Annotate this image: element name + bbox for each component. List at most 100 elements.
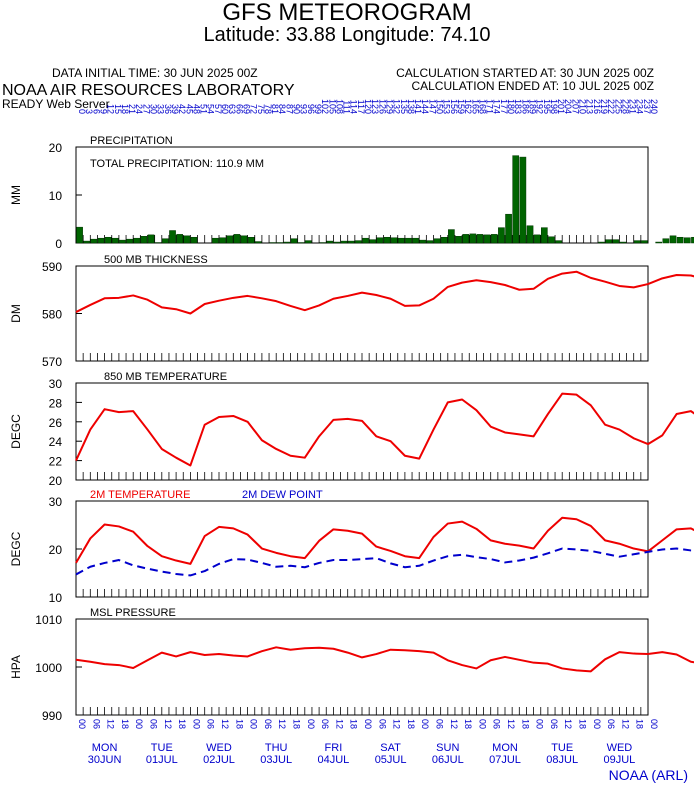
top-hour-label: 24 (134, 104, 144, 114)
top-hour-label: 234 (635, 99, 645, 114)
bottom-hour-label: 12 (506, 719, 516, 729)
day-of-week-label: WED (206, 742, 232, 754)
precip-bar (691, 236, 694, 244)
date-label: 06JUL (432, 754, 464, 766)
panel-frame (75, 618, 649, 716)
bottom-hour-label: 00 (592, 719, 602, 729)
top-hour-label: 90 (292, 104, 302, 114)
precip-bar (326, 240, 334, 244)
bottom-hour-label: 06 (206, 719, 216, 729)
top-hour-label: 78 (263, 104, 273, 114)
y-tick-label: 20 (49, 474, 63, 488)
day-of-week-label: THU (265, 742, 288, 754)
bottom-hour-label: 18 (406, 719, 416, 729)
precip-bar (383, 236, 391, 244)
precip-bar (455, 236, 462, 244)
precip-bar (633, 240, 641, 244)
top-hour-label: 240 (649, 99, 659, 114)
date-label: 09JUL (604, 754, 636, 766)
precip-bar (676, 236, 684, 244)
top-hour-label: 84 (277, 104, 287, 114)
top-hour-label: 129 (384, 99, 394, 114)
top-hour-label: 18 (120, 104, 130, 114)
bottom-hour-label: 18 (177, 719, 187, 729)
bottom-hour-label: 18 (520, 719, 530, 729)
top-hour-label: 42 (177, 104, 187, 114)
day-of-week-label: FRI (325, 742, 343, 754)
precip-bar (333, 241, 341, 244)
top-hour-label: 228 (620, 99, 630, 114)
top-hour-label: 57 (213, 104, 223, 114)
bottom-hour-label: 12 (106, 719, 116, 729)
date-label: 08JUL (546, 754, 578, 766)
top-hour-label: 108 (334, 99, 344, 114)
top-hour-label: 105 (327, 99, 337, 114)
panel-3: 20 22 24 26 28 30 DEGC 850 MB TEMPERATURE (9, 371, 694, 488)
precip-bar (498, 227, 505, 244)
bottom-hour-label: 00 (420, 719, 430, 729)
day-of-week-label: TUE (551, 742, 573, 754)
precip-bar (162, 238, 169, 244)
precip-bar (490, 234, 498, 244)
bottom-hour-label: 00 (77, 719, 87, 729)
bottom-hour-label: 06 (549, 719, 559, 729)
y-tick-label: 28 (49, 396, 63, 410)
y-axis-label: HPA (9, 655, 23, 679)
top-hour-label: 165 (470, 99, 480, 114)
precip-bar (362, 237, 369, 244)
precip-bar (133, 237, 141, 244)
precip-bar (376, 237, 384, 244)
precip-bar (662, 238, 670, 244)
top-hour-label: 123 (370, 99, 380, 114)
calc-ended: CALCULATION ENDED AT: 10 JUL 2025 00Z (411, 79, 654, 93)
init-time: DATA INITIAL TIME: 30 JUN 2025 00Z (52, 66, 258, 80)
top-hour-label: 144 (420, 99, 430, 114)
bottom-hour-label: 12 (449, 719, 459, 729)
bottom-hour-label: 12 (334, 719, 344, 729)
top-hour-label: 27 (141, 104, 151, 114)
bottom-hour-label: 18 (463, 719, 473, 729)
top-hour-label: 33 (156, 104, 166, 114)
top-hour-label: 198 (549, 99, 559, 114)
precip-bar (97, 237, 105, 244)
top-hour-label: 189 (527, 99, 537, 114)
page-title: GFS METEOROGRAM (222, 0, 472, 26)
top-hour-label: 150 (435, 99, 445, 114)
top-hour-label: 21 (127, 104, 137, 114)
bottom-hour-label: 12 (620, 719, 630, 729)
precip-bar (462, 234, 470, 244)
y-axis-label: MM (9, 185, 23, 205)
calc-started: CALCULATION STARTED AT: 30 JUN 2025 00Z (396, 66, 654, 80)
top-hour-label: 147 (427, 99, 437, 114)
top-hour-label: 183 (513, 99, 523, 114)
bottom-hour-label: 00 (363, 719, 373, 729)
top-hour-label: 45 (184, 104, 194, 114)
legend-2m-dew-point: 2M DEW POINT (242, 489, 323, 501)
credit-label: NOAA (ARL) (608, 767, 688, 783)
top-hour-label: 120 (363, 99, 373, 114)
precip-bar (541, 227, 548, 244)
precip-bar (104, 236, 112, 244)
date-label: 05JUL (375, 754, 407, 766)
top-hour-label: 138 (406, 99, 416, 114)
top-hour-label: 3 (84, 109, 94, 114)
panel-4: 10 20 30 DEGC 2M TEMPERATURE 2M DEW POINT (9, 489, 694, 605)
precip-bar (655, 241, 663, 244)
top-hour-label: 231 (628, 99, 638, 114)
day-of-week-label: TUE (151, 742, 173, 754)
precip-bar (684, 237, 691, 244)
precip-bar (212, 237, 219, 244)
precip-bar (305, 240, 312, 244)
y-axis-label: DEGC (9, 531, 23, 566)
top-hour-label: 36 (163, 104, 173, 114)
top-hour-label: 6 (91, 109, 101, 114)
precip-bar (519, 156, 527, 244)
top-hour-label: 213 (585, 99, 595, 114)
top-hour-label: 54 (206, 104, 216, 114)
panel-frame (75, 265, 649, 362)
bottom-hour-label: 12 (563, 719, 573, 729)
precip-bar (555, 240, 562, 244)
top-hour-label: 132 (392, 99, 402, 114)
day-of-week-label: WED (607, 742, 633, 754)
